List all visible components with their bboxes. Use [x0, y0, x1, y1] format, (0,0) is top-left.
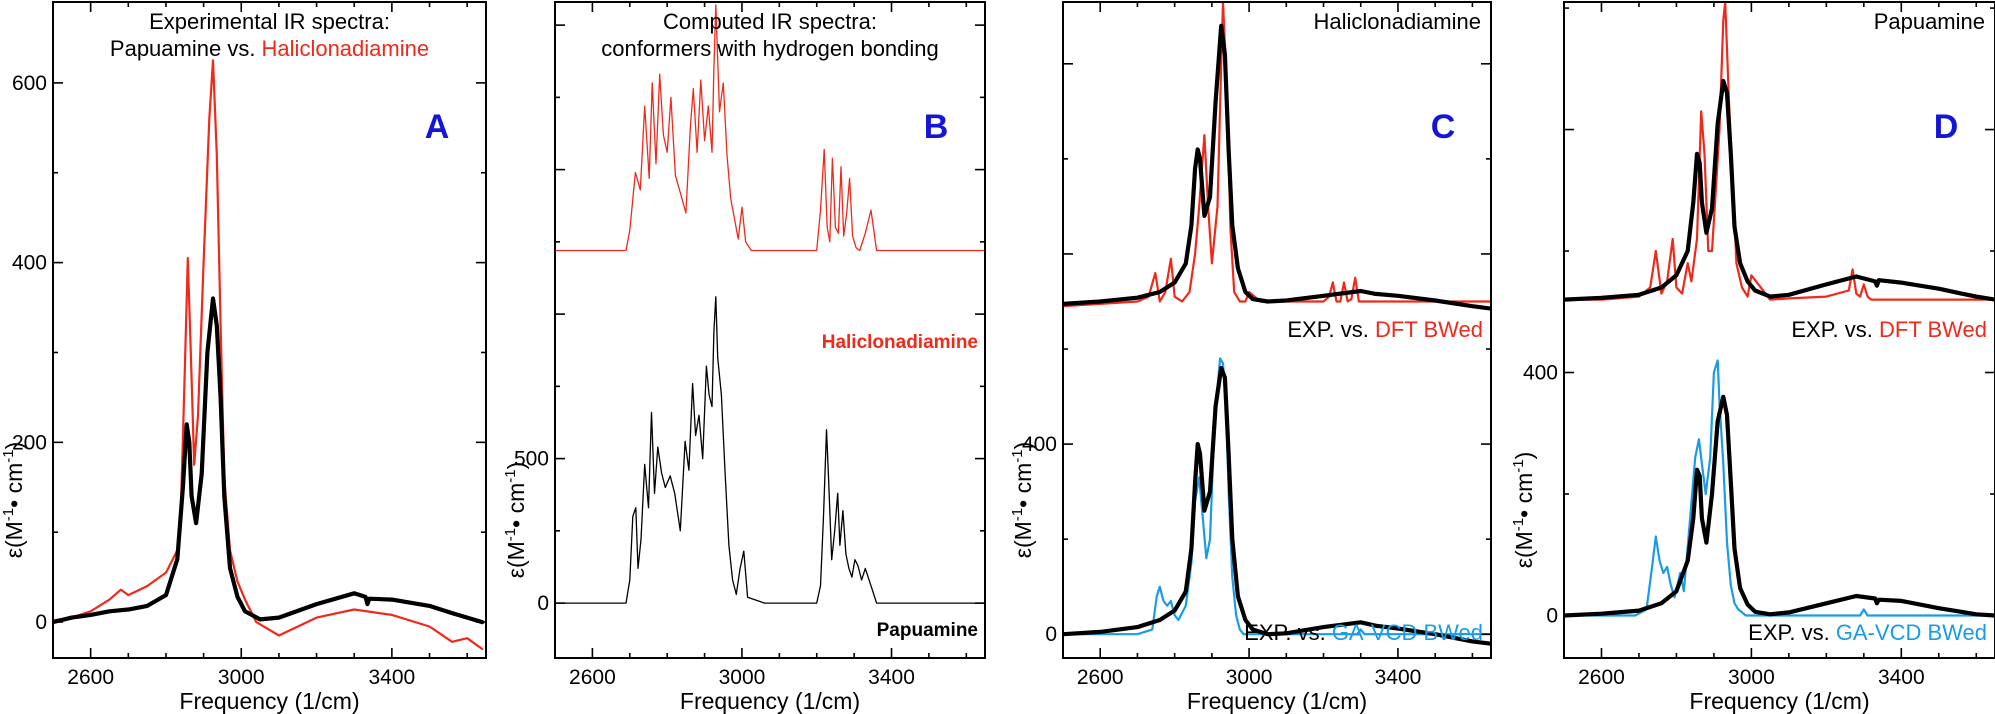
- plot-area: [1564, 2, 1995, 618]
- comparison-label-dft: EXP. vs. DFT BWed: [1791, 317, 1987, 342]
- y-axis-label: ε(M-1• cm-1): [0, 442, 27, 559]
- comparison-label-ga-vcd: EXP. vs. GA-VCD BWed: [1748, 620, 1987, 645]
- x-tick-label: 3000: [1226, 666, 1273, 689]
- panel-a: 2600 3000 3400 0 200 400 600 Frequency (1/cm) ε(…: [0, 1, 487, 714]
- series-line-dft-bwed: [1063, 2, 1491, 308]
- series-line-papuamine: [555, 296, 985, 604]
- x-tick-label: 3000: [719, 666, 766, 689]
- panel-letter: B: [924, 108, 949, 146]
- x-tick-label: 3400: [868, 666, 915, 689]
- panel-b: 2600 3000 3400 0 500 Frequency (1/cm) ε(M-1• c…: [502, 1, 986, 714]
- chart-title-line1: Computed IR spectra:: [663, 9, 877, 34]
- chart-title-line1: Experimental IR spectra:: [149, 9, 390, 34]
- x-axis-label: Frequency (1/cm): [680, 688, 860, 714]
- chart-title-line2: conformers with hydrogen bonding: [601, 36, 939, 61]
- x-tick-label: 3000: [218, 666, 265, 689]
- series-line-papuamine: [53, 296, 485, 625]
- x-axis-label: Frequency (1/cm): [1187, 688, 1367, 714]
- panel-c: 2600 3000 3400 0 400 Frequency (1/cm) ε(M-1• c…: [1009, 1, 1492, 714]
- series-line-dft-bwed: [1564, 2, 1995, 301]
- x-tick-label: 2600: [1077, 666, 1124, 689]
- series-label-papuamine: Papuamine: [877, 620, 978, 641]
- x-tick-label: 3400: [1375, 666, 1422, 689]
- x-tick-label: 2600: [569, 666, 616, 689]
- y-axis-label: ε(M-1• cm-1): [502, 462, 529, 579]
- comparison-label-ga-vcd: EXP. vs. GA-VCD BWed: [1244, 620, 1483, 645]
- y-tick-label: 400: [1523, 362, 1558, 385]
- plot-frame: [1062, 1, 1492, 659]
- y-tick-label: 600: [12, 72, 47, 95]
- plot-area: [1063, 2, 1491, 646]
- x-axis-label: Frequency (1/cm): [179, 688, 359, 714]
- series-line-haliclonadiamine: [53, 59, 484, 651]
- comparison-label-dft: EXP. vs. DFT BWed: [1287, 317, 1483, 342]
- series-line-exp-top: [1063, 23, 1491, 311]
- y-tick-label: 0: [537, 592, 549, 615]
- series-line-exp-bottom: [1564, 394, 1995, 618]
- y-tick-label: 400: [12, 252, 47, 275]
- plot-frame: [554, 1, 986, 659]
- chart-title: Papuamine: [1874, 9, 1985, 34]
- x-tick-label: 3400: [369, 666, 416, 689]
- plot-frame: [1563, 1, 1995, 659]
- y-tick-label: 200: [12, 431, 47, 454]
- x-tick-label: 2600: [67, 666, 114, 689]
- y-tick-label: 0: [1045, 623, 1057, 646]
- plot-area: [555, 4, 985, 604]
- plot-area: [53, 59, 485, 651]
- series-line-ga-vcd-bwed: [1063, 357, 1491, 636]
- x-tick-label: 3000: [1728, 666, 1775, 689]
- x-axis-label: Frequency (1/cm): [1689, 688, 1869, 714]
- panel-letter: D: [1934, 108, 1959, 146]
- x-tick-label: 2600: [1578, 666, 1625, 689]
- y-axis-label: ε(M-1• cm-1): [1009, 442, 1036, 559]
- chart-title: Haliclonadiamine: [1313, 9, 1481, 34]
- series-label-haliclonadiamine: Haliclonadiamine: [822, 332, 978, 353]
- panel-letter: C: [1431, 108, 1456, 146]
- chart-title-line2: Papuamine vs. Haliclonadiamine: [110, 36, 429, 61]
- series-line-exp-top: [1564, 78, 1995, 302]
- panel-d: 2600 3000 3400 0 400 Frequency (1/cm) ε(M-1• c…: [1510, 1, 1995, 714]
- series-line-ga-vcd-bwed: [1564, 359, 1995, 617]
- y-tick-label: 0: [1546, 604, 1558, 627]
- series-line-haliclonadiamine: [555, 4, 985, 252]
- y-tick-label: 400: [1022, 433, 1057, 456]
- series-line-exp-bottom: [1063, 365, 1491, 646]
- y-tick-label: 0: [35, 611, 47, 634]
- x-tick-label: 3400: [1878, 666, 1925, 689]
- y-tick-label: 500: [514, 448, 549, 471]
- panel-letter: A: [425, 108, 450, 146]
- plot-frame: [52, 1, 487, 659]
- y-axis-label: ε(M-1• cm-1): [1510, 452, 1537, 569]
